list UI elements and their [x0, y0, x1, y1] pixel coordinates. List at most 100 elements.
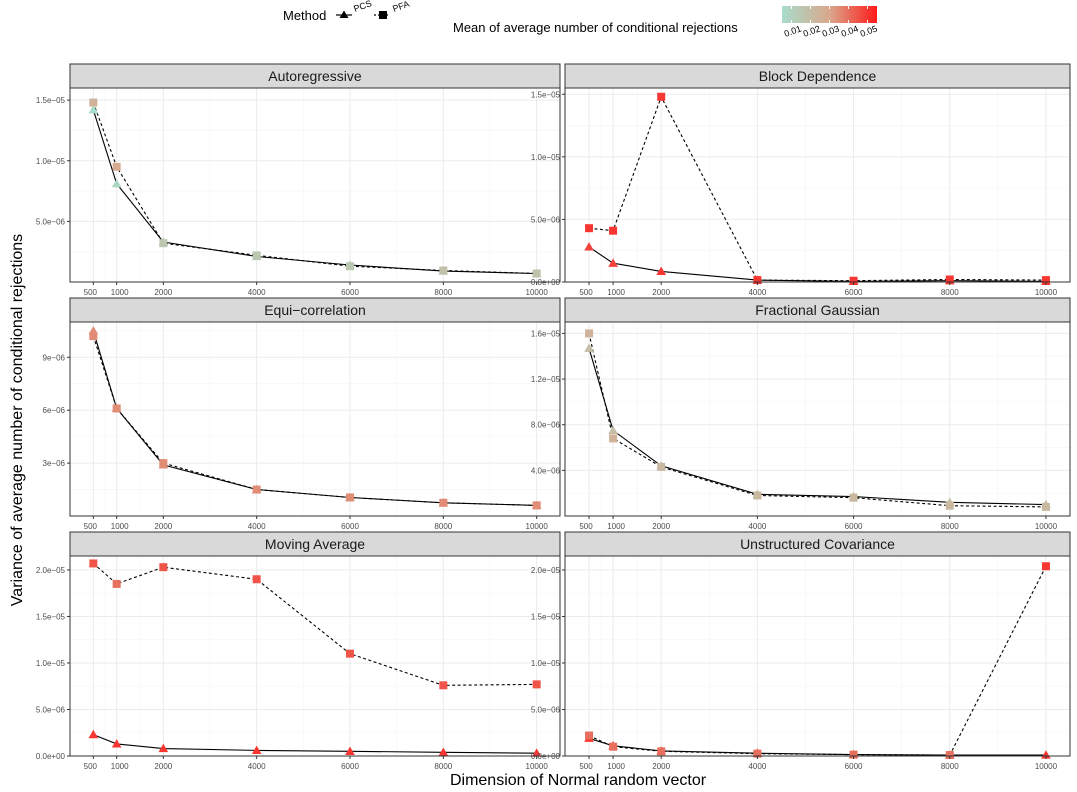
- data-point-pfa: [346, 649, 354, 658]
- legend-pcs-triangle-icon: [339, 10, 349, 18]
- x-tick-label: 8000: [434, 762, 452, 771]
- x-tick-label: 8000: [434, 522, 452, 531]
- y-tick-label: 4.0e−06: [531, 466, 561, 475]
- y-tick-label: 0.0e+00: [36, 752, 66, 761]
- x-tick-label: 10000: [1035, 762, 1058, 771]
- facet-panel: Equi−correlation 3e−06 6e−06 9e−06 500 1000 20…: [43, 297, 561, 531]
- data-point-pfa: [1041, 562, 1050, 571]
- y-tick-label: 5.0e−06: [531, 705, 561, 714]
- data-point-pfa: [532, 680, 541, 689]
- data-point-pfa: [753, 749, 762, 758]
- y-tick-label: 5.0e−06: [36, 705, 66, 714]
- colorbar: [782, 6, 877, 23]
- data-point-pfa: [439, 266, 448, 275]
- data-point-pfa: [89, 98, 98, 107]
- data-point-pfa: [112, 162, 121, 171]
- x-tick-label: 2000: [652, 288, 670, 297]
- data-point-pcs: [158, 743, 169, 753]
- y-tick-label: 1.5e−05: [36, 96, 66, 105]
- x-tick-label: 2000: [154, 762, 172, 771]
- data-point-pfa: [252, 485, 261, 494]
- data-point-pfa: [849, 276, 858, 285]
- data-point-pfa: [112, 579, 121, 588]
- x-tick-label: 8000: [941, 288, 959, 297]
- color-legend-title: Mean of average number of conditional re…: [453, 20, 738, 35]
- y-tick-label: 6e−06: [43, 406, 66, 415]
- data-point-pcs: [438, 747, 449, 756]
- data-point-pcs: [251, 745, 262, 755]
- x-tick-label: 4000: [248, 762, 266, 771]
- y-tick-label: 8.0e−06: [531, 421, 561, 430]
- y-tick-label: 1.0e−05: [531, 659, 561, 668]
- y-tick-label: 2.0e−05: [531, 566, 561, 575]
- data-point-pcs: [584, 242, 594, 251]
- data-point-pfa: [585, 731, 594, 740]
- panel-background: [70, 88, 560, 282]
- facet-panel: Fractional Gaussian 4.0e−06 8.0e−06 1.2e−05…: [531, 297, 1071, 531]
- x-tick-label: 2000: [652, 762, 670, 771]
- x-tick-label: 4000: [748, 288, 766, 297]
- panel-grid: [70, 322, 560, 516]
- facet-strip: [69, 531, 561, 557]
- x-tick-label: 1000: [111, 522, 129, 531]
- x-tick-label: 500: [579, 762, 593, 771]
- data-point-pfa: [609, 742, 618, 751]
- x-tick-label: 1000: [111, 288, 129, 297]
- legend-key-pfa: [374, 11, 390, 19]
- x-tick-label: 1000: [111, 762, 129, 771]
- panel-border: [69, 87, 561, 283]
- y-tick-label: 1.5e−05: [531, 612, 561, 621]
- x-tick-label: 4000: [748, 762, 766, 771]
- data-point-pfa: [945, 751, 954, 760]
- facet-title: Block Dependence: [759, 68, 877, 84]
- y-tick-label: 1.5e−05: [531, 90, 561, 99]
- legend-pcs-label: PCS: [352, 0, 373, 14]
- y-tick-label: 5.0e−06: [531, 215, 561, 224]
- facet-strip: [564, 63, 1071, 89]
- x-tick-label: 2000: [652, 522, 670, 531]
- data-point-pcs: [88, 729, 99, 739]
- panel-background: [70, 322, 560, 516]
- data-point-pfa: [112, 404, 121, 413]
- data-point-pcs: [1041, 750, 1051, 759]
- panel-border: [564, 321, 1071, 517]
- panel-border: [69, 321, 561, 517]
- facet-panel: Block Dependence 0.0e+00 5.0e−06 1.0e−05 1.5…: [531, 63, 1071, 297]
- method-legend-title: Method: [283, 8, 326, 23]
- legend-pfa-label: PFA: [391, 0, 410, 14]
- facet-strip: [564, 531, 1071, 557]
- x-tick-label: 4000: [248, 522, 266, 531]
- panel-border: [564, 555, 1071, 757]
- method-legend: Method PCS PFA: [283, 0, 411, 23]
- y-tick-label: 1.2e−05: [531, 375, 561, 384]
- data-point-pcs: [111, 178, 122, 188]
- x-tick-label: 1000: [607, 288, 625, 297]
- colorbar-tick-label: 0.03: [821, 23, 841, 38]
- facet-strip: [564, 297, 1071, 323]
- data-point-pfa: [585, 224, 594, 233]
- x-tick-label: 4000: [248, 288, 266, 297]
- legend-key-pcs: [336, 10, 352, 18]
- data-point-pfa: [532, 269, 541, 278]
- y-axis-title: Variance of average number of conditiona…: [9, 234, 26, 606]
- y-tick-label: 0.0e+00: [531, 278, 561, 287]
- panel-grid: [565, 88, 1070, 283]
- data-point-pcs: [531, 748, 542, 757]
- y-tick-label: 0.0e+00: [531, 752, 561, 761]
- panel-border: [69, 555, 561, 757]
- x-tick-label: 2000: [154, 522, 172, 531]
- data-point-pfa: [945, 275, 954, 284]
- x-tick-label: 8000: [941, 762, 959, 771]
- data-point-pfa: [849, 750, 858, 759]
- data-point-pfa: [159, 459, 168, 468]
- x-tick-label: 10000: [1035, 522, 1058, 531]
- data-point-pcs: [608, 258, 618, 267]
- panel-background: [565, 556, 1070, 756]
- facet-panel: Unstructured Covariance 0.0e+00 5.0e−06 1.0…: [531, 531, 1071, 771]
- x-tick-label: 500: [579, 288, 593, 297]
- y-tick-label: 5.0e−06: [36, 217, 66, 226]
- x-tick-label: 8000: [941, 522, 959, 531]
- data-point-pcs: [584, 343, 594, 352]
- y-tick-label: 1.6e−05: [531, 329, 561, 338]
